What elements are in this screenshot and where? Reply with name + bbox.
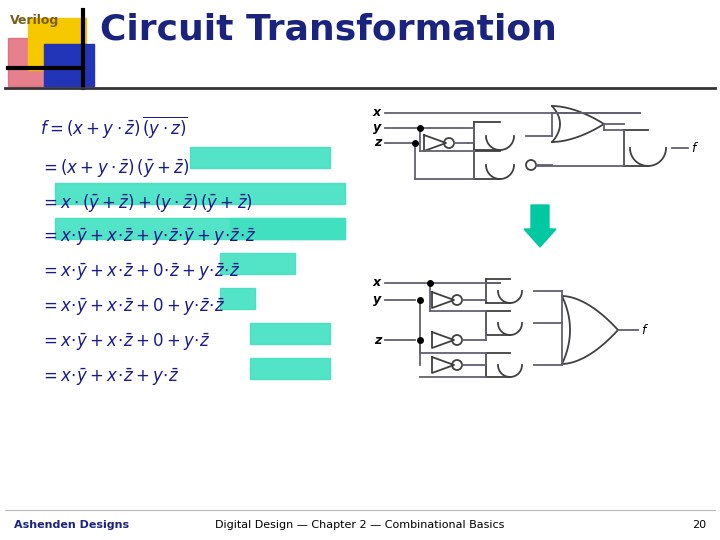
Text: z: z <box>374 334 381 347</box>
Bar <box>55 183 345 204</box>
Text: $= x\!\cdot\!\bar{y} + x\!\cdot\!\bar{z} + 0 + y\!\cdot\!\bar{z}$: $= x\!\cdot\!\bar{y} + x\!\cdot\!\bar{z}… <box>40 332 210 354</box>
Text: f: f <box>641 323 645 336</box>
Bar <box>230 218 345 239</box>
Text: x: x <box>373 276 381 289</box>
Text: x: x <box>373 106 381 119</box>
Text: $= x\!\cdot\!\bar{y} + x\!\cdot\!\bar{z} + 0 + y\!\cdot\!\bar{z}\!\cdot\!\bar{z}: $= x\!\cdot\!\bar{y} + x\!\cdot\!\bar{z}… <box>40 297 225 319</box>
Bar <box>250 358 330 379</box>
Text: y: y <box>373 294 381 307</box>
Bar <box>250 323 330 344</box>
Bar <box>220 288 255 309</box>
Text: $= (x + y \cdot \bar{z})\,(\bar{y} + \bar{z})$: $= (x + y \cdot \bar{z})\,(\bar{y} + \ba… <box>40 157 189 179</box>
Text: y: y <box>373 122 381 134</box>
Text: Ashenden Designs: Ashenden Designs <box>14 520 129 530</box>
Bar <box>44 44 94 86</box>
FancyArrow shape <box>524 205 556 247</box>
Text: z: z <box>374 137 381 150</box>
Text: $= x\!\cdot\!\bar{y} + x\!\cdot\!\bar{z} + y\!\cdot\!\bar{z}\!\cdot\!\bar{y} + y: $= x\!\cdot\!\bar{y} + x\!\cdot\!\bar{z}… <box>40 227 256 248</box>
Text: 20: 20 <box>692 520 706 530</box>
Text: $= x\!\cdot\!\bar{y} + x\!\cdot\!\bar{z} + 0\!\cdot\!\bar{z} + y\!\cdot\!\bar{z}: $= x\!\cdot\!\bar{y} + x\!\cdot\!\bar{z}… <box>40 262 240 284</box>
Text: $= x \cdot (\bar{y} + \bar{z}) + (y \cdot \bar{z})\,(\bar{y} + \bar{z})$: $= x \cdot (\bar{y} + \bar{z}) + (y \cdo… <box>40 192 253 214</box>
Text: $f = (x + y \cdot \bar{z})\,\overline{(y \cdot z)}$: $f = (x + y \cdot \bar{z})\,\overline{(y… <box>40 115 188 141</box>
Text: f: f <box>691 141 696 154</box>
Bar <box>220 253 295 274</box>
Bar <box>55 218 345 239</box>
Text: $= x\!\cdot\!\bar{y} + x\!\cdot\!\bar{z} + y\!\cdot\!\bar{z}$: $= x\!\cdot\!\bar{y} + x\!\cdot\!\bar{z}… <box>40 367 179 388</box>
Text: Verilog: Verilog <box>10 14 59 27</box>
Bar <box>8 38 58 86</box>
Bar <box>28 18 86 70</box>
Bar <box>190 147 330 168</box>
Text: Circuit Transformation: Circuit Transformation <box>100 12 557 46</box>
Text: Digital Design — Chapter 2 — Combinational Basics: Digital Design — Chapter 2 — Combination… <box>215 520 505 530</box>
